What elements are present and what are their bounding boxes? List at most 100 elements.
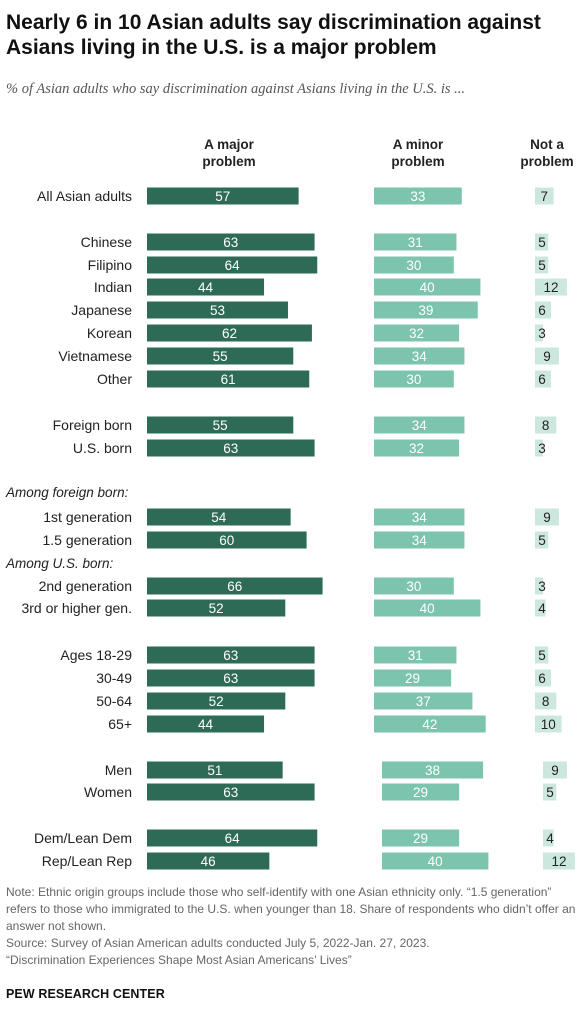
bar-minor: [374, 646, 457, 664]
value-not: 3: [538, 326, 546, 341]
bar-major: [147, 256, 318, 274]
bar-major: [147, 692, 286, 710]
value-minor: 29: [405, 671, 420, 686]
value-not: 4: [546, 831, 554, 846]
value-minor: 31: [408, 648, 423, 663]
bar-not: [543, 829, 554, 847]
bar-major: [147, 439, 315, 457]
section-label: Among foreign born:: [5, 485, 129, 500]
value-minor: 34: [412, 349, 428, 364]
value-not: 9: [543, 510, 551, 525]
value-major: 63: [223, 648, 238, 663]
bar-major: [147, 370, 310, 388]
bar-not: [535, 508, 559, 526]
row-label: Indian: [94, 279, 132, 295]
value-minor: 40: [420, 280, 435, 295]
bar-minor: [374, 278, 481, 296]
value-not: 5: [546, 785, 554, 800]
bar-minor: [374, 324, 460, 342]
bar-not: [535, 439, 543, 457]
bar-major: [147, 347, 294, 365]
value-minor: 32: [409, 441, 424, 456]
bar-not: [543, 852, 575, 870]
bar-major: [147, 301, 288, 319]
value-major: 46: [201, 854, 216, 869]
bar-major: [147, 783, 315, 801]
row-label: Foreign born: [53, 417, 132, 433]
bar-not: [535, 669, 551, 687]
bar-minor: [374, 301, 478, 319]
row-label: 50-64: [96, 693, 132, 709]
row-label: Vietnamese: [58, 348, 132, 364]
value-not: 3: [538, 579, 546, 594]
value-not: 4: [538, 601, 546, 616]
row-label: Ages 18-29: [60, 647, 132, 663]
row-label: 65+: [108, 716, 132, 732]
value-major: 44: [198, 717, 214, 732]
value-major: 53: [210, 303, 225, 318]
value-major: 63: [223, 235, 238, 250]
bar-not: [535, 692, 557, 710]
value-minor: 37: [416, 694, 431, 709]
value-major: 63: [223, 671, 238, 686]
value-not: 9: [543, 349, 551, 364]
bar-not: [535, 646, 549, 664]
value-minor: 34: [412, 533, 428, 548]
value-not: 12: [551, 854, 566, 869]
value-major: 61: [221, 372, 236, 387]
value-not: 5: [538, 533, 546, 548]
bar-minor: [382, 761, 484, 779]
bar-not: [535, 233, 549, 251]
bar-not: [535, 577, 543, 595]
bar-not: [535, 416, 557, 434]
bar-major: [147, 646, 315, 664]
bar-minor: [374, 416, 465, 434]
value-major: 62: [222, 326, 237, 341]
value-minor: 29: [413, 785, 428, 800]
bar-not: [535, 370, 551, 388]
bar-not: [535, 531, 549, 549]
value-not: 7: [541, 189, 549, 204]
bar-major: [147, 577, 323, 595]
value-minor: 39: [418, 303, 433, 318]
value-minor: 40: [428, 854, 443, 869]
row-label: U.S. born: [73, 440, 132, 456]
row-label: Rep/Lean Rep: [42, 853, 133, 869]
value-minor: 30: [406, 372, 421, 387]
bar-minor: [382, 852, 489, 870]
column-header-1: A minor problem: [391, 137, 444, 169]
value-major: 54: [211, 510, 227, 525]
row-label: Filipino: [88, 257, 133, 273]
value-not: 5: [538, 235, 546, 250]
row-label: Japanese: [71, 302, 132, 318]
bar-major: [147, 599, 286, 617]
bar-not: [543, 783, 557, 801]
value-major: 55: [213, 418, 228, 433]
row-label: Other: [97, 371, 132, 387]
note-text: Note: Ethnic origin groups include those…: [6, 885, 576, 933]
bar-major: [147, 233, 315, 251]
bar-major: [147, 852, 270, 870]
value-minor: 38: [425, 763, 440, 778]
value-minor: 30: [406, 579, 421, 594]
value-not: 10: [541, 717, 556, 732]
bar-major: [147, 416, 294, 434]
value-major: 64: [225, 831, 241, 846]
bar-minor: [382, 829, 460, 847]
row-label: All Asian adults: [37, 188, 132, 204]
bar-not: [535, 187, 554, 205]
value-minor: 30: [406, 258, 421, 273]
row-label: 1.5 generation: [42, 532, 132, 548]
bar-not: [535, 715, 562, 733]
row-label: Men: [105, 762, 132, 778]
value-minor: 31: [408, 235, 423, 250]
value-not: 5: [538, 258, 546, 273]
value-not: 8: [542, 694, 550, 709]
row-label: 2nd generation: [39, 578, 132, 594]
bar-minor: [374, 692, 473, 710]
value-major: 57: [215, 189, 230, 204]
bar-major: [147, 761, 283, 779]
footer-brand: PEW RESEARCH CENTER: [6, 987, 165, 1001]
value-not: 6: [538, 372, 546, 387]
bar-minor: [374, 669, 452, 687]
